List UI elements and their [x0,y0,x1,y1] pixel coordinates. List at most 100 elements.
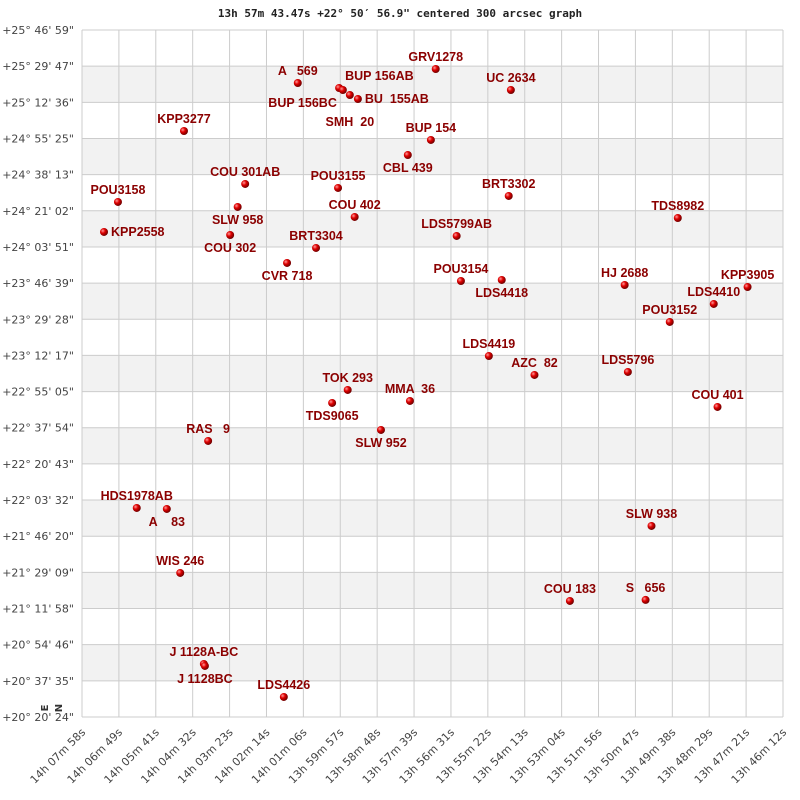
star-point[interactable]: MMA 36 [385,382,435,405]
star-marker[interactable] [497,275,506,284]
star-marker[interactable] [200,661,209,670]
star-point[interactable]: LDS5799AB [421,217,492,240]
star-point[interactable]: CBL 439 [383,150,433,175]
star-marker[interactable] [279,692,288,701]
star-marker[interactable] [328,398,337,407]
star-marker[interactable] [376,425,385,434]
star-marker[interactable] [312,243,321,252]
star-point[interactable]: LDS4419 [462,337,515,360]
star-point[interactable]: COU 302 [204,230,256,255]
star-point[interactable]: SLW 952 [355,425,407,450]
star-marker[interactable] [179,127,188,136]
star-point[interactable]: A 569 [278,64,318,88]
star-label: AZC 82 [511,356,558,370]
star-point[interactable]: UC 2634 [486,71,536,94]
star-point[interactable]: COU 183 [544,582,596,605]
star-marker[interactable] [484,351,493,360]
star-marker[interactable] [353,94,362,103]
star-marker[interactable] [743,282,752,291]
star-point[interactable]: POU3158 [91,183,146,206]
grid-band [82,644,783,681]
star-marker[interactable] [405,396,414,405]
star-point[interactable]: HDS1978AB [101,489,173,512]
star-marker[interactable] [350,212,359,221]
star-marker[interactable] [673,213,682,222]
star-point[interactable]: LDS4410 [687,285,740,308]
star-point[interactable]: SMH 20 [326,91,375,129]
star-marker[interactable] [233,202,242,211]
star-point[interactable]: A 83 [149,504,185,529]
star-marker[interactable] [530,370,539,379]
star-marker[interactable] [226,230,235,239]
star-marker[interactable] [665,317,674,326]
star-marker[interactable] [241,179,250,188]
star-marker[interactable] [709,299,718,308]
star-marker[interactable] [565,596,574,605]
star-marker[interactable] [623,367,632,376]
star-marker[interactable] [338,85,347,94]
star-point[interactable]: POU3152 [642,303,697,326]
star-point[interactable]: LDS4426 [257,678,310,701]
star-point[interactable]: LDS5796 [601,353,654,376]
star-marker[interactable] [100,227,109,236]
star-point[interactable]: WIS 246 [156,554,204,577]
star-point[interactable]: KPP3277 [157,112,211,136]
star-marker[interactable] [452,231,461,240]
star-point[interactable]: BU 155AB [353,92,429,106]
star-marker[interactable] [204,436,213,445]
star-point[interactable]: KPP3905 [721,268,775,291]
star-label: COU 402 [329,198,381,212]
star-point[interactable]: S 656 [626,581,666,604]
star-marker[interactable] [334,183,343,192]
star-marker[interactable] [283,258,292,267]
star-point[interactable]: BUP 156AB [335,69,414,92]
star-marker[interactable] [293,79,302,88]
star-point[interactable]: POU3155 [311,169,366,192]
star-point[interactable]: LDS4418 [475,275,528,300]
star-point[interactable]: SLW 958 [212,202,263,227]
star-marker[interactable] [176,568,185,577]
y-tick-label: +24° 55' 25" [2,132,74,145]
star-marker[interactable] [713,402,722,411]
star-point[interactable]: COU 401 [691,388,744,411]
star-marker[interactable] [620,280,629,289]
star-point[interactable]: POU3154 [433,262,488,285]
star-point[interactable]: TOK 293 [322,371,373,394]
star-point[interactable]: AZC 82 [511,356,558,379]
y-tick-label: +22° 03' 32" [2,494,74,507]
star-marker[interactable] [132,503,141,512]
star-label: COU 183 [544,582,596,596]
star-marker[interactable] [504,191,513,200]
star-point[interactable]: GRV1278 [408,50,463,73]
star-label: LDS4418 [475,286,528,300]
star-point[interactable]: BUP 156BC [268,85,347,110]
star-point[interactable]: CVR 718 [262,258,313,283]
star-point[interactable]: SLW 938 [626,507,677,530]
star-marker[interactable] [506,85,515,94]
y-tick-label: +22° 55' 05" [2,386,74,399]
star-point[interactable]: COU 402 [329,198,381,221]
star-point[interactable]: BRT3304 [289,229,343,252]
star-point[interactable]: HJ 2688 [601,266,648,289]
star-point[interactable]: J 1128BC [177,661,233,686]
grid-band [82,283,783,320]
star-label: WIS 246 [156,554,204,568]
star-marker[interactable] [456,276,465,285]
star-marker[interactable] [641,595,650,604]
star-point[interactable]: COU 301AB [210,165,280,188]
star-marker[interactable] [426,135,435,144]
star-point[interactable]: TDS8982 [651,199,704,222]
star-marker[interactable] [431,64,440,73]
star-marker[interactable] [403,150,412,159]
star-marker[interactable] [647,521,656,530]
star-point[interactable]: BRT3302 [482,177,536,200]
star-point[interactable]: RAS 9 [186,422,230,445]
star-point[interactable]: BUP 154 [406,121,457,144]
star-point[interactable]: KPP2558 [100,225,165,239]
star-marker[interactable] [162,504,171,513]
star-marker[interactable] [345,91,354,100]
star-marker[interactable] [343,385,352,394]
star-marker[interactable] [113,197,122,206]
star-point[interactable]: TDS9065 [306,398,359,423]
star-label: BU 155AB [365,92,429,106]
